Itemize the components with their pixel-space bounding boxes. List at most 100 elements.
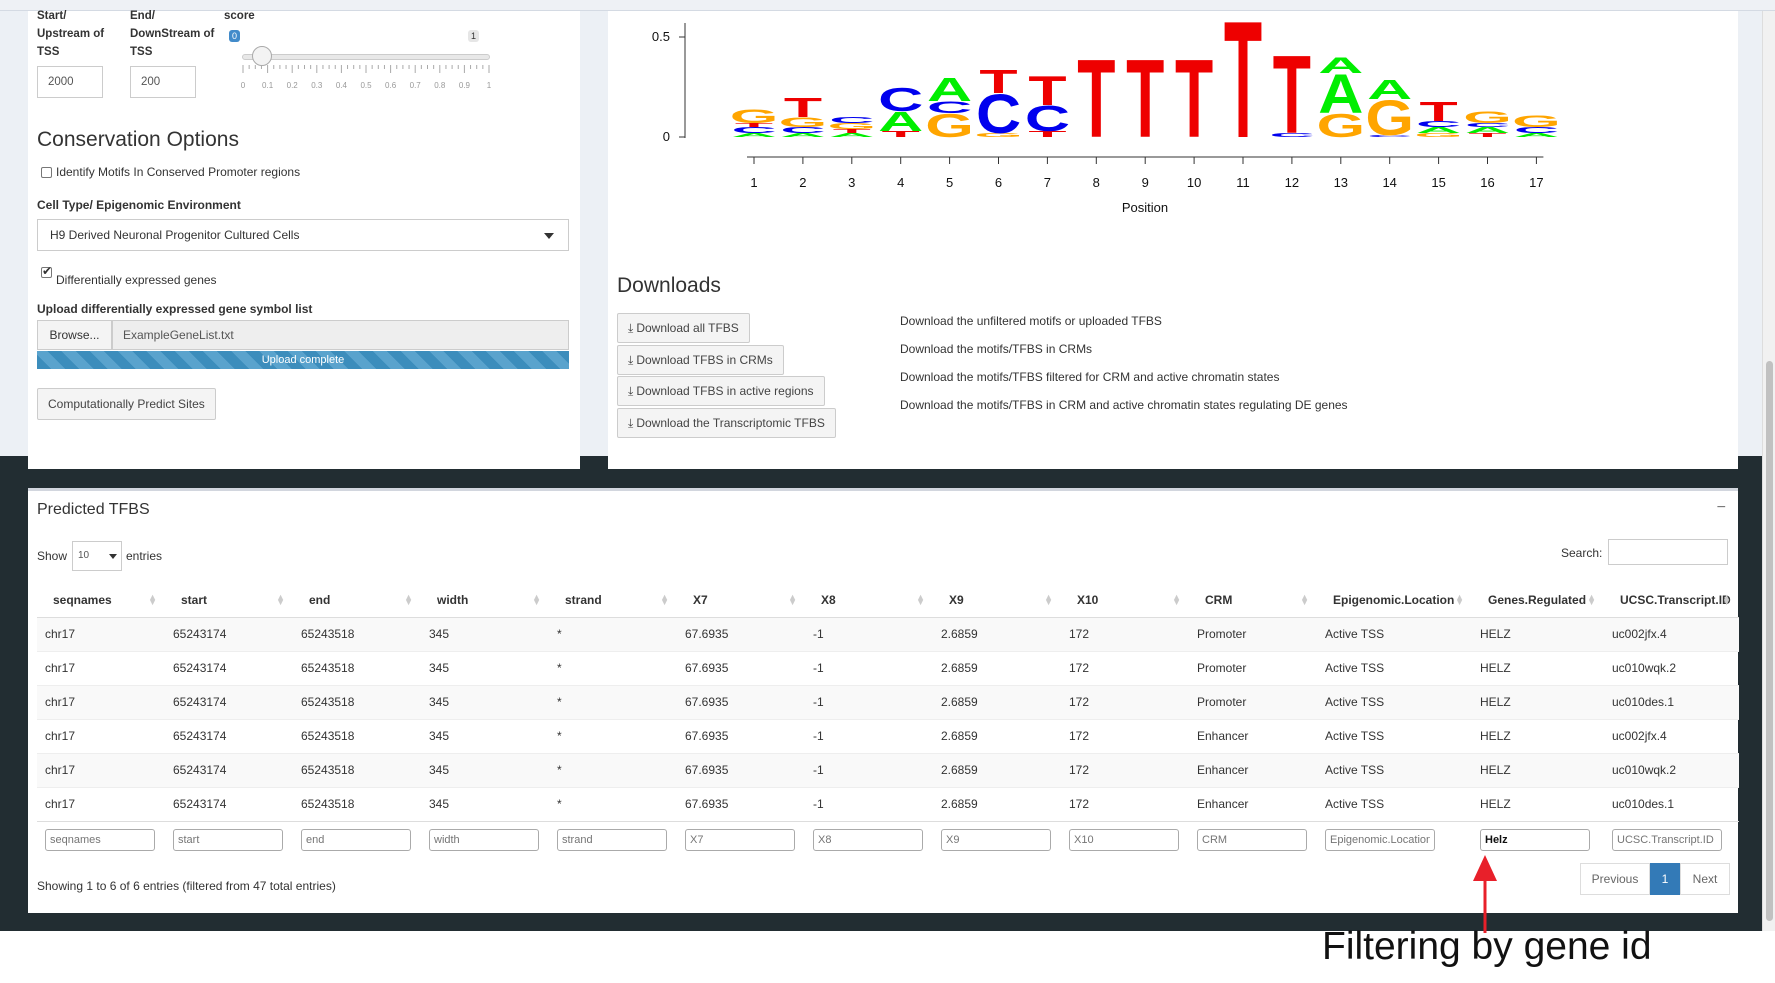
filter-input-x9[interactable]	[941, 829, 1051, 852]
filter-input-strand[interactable]	[557, 829, 667, 852]
download-crm-button[interactable]: ⤓ Download TFBS in CRMs	[617, 345, 784, 375]
column-header-label: CRM	[1205, 592, 1233, 607]
score-slider-track[interactable]	[242, 54, 490, 60]
collapse-icon[interactable]: −	[1716, 499, 1726, 516]
next-page-button[interactable]: Next	[1680, 863, 1730, 895]
logo-letter-glyph: G	[1512, 112, 1561, 131]
table-cell: 65243518	[293, 752, 421, 787]
column-header-label: UCSC.Transcript.ID	[1620, 592, 1731, 607]
filter-input-x10[interactable]	[1069, 829, 1179, 852]
filter-input-crm[interactable]	[1197, 829, 1307, 852]
annotation-arrow	[1473, 855, 1497, 933]
column-header-start[interactable]: start ▲ ▼	[165, 583, 293, 618]
slider-tick-label: 1	[486, 81, 492, 90]
logo-letter-glyph: T	[1028, 68, 1066, 114]
table-row[interactable]: chr17 65243174 65243518 345 * 67.6935 -1 2.6859…	[37, 616, 1739, 651]
column-header-genes-regulated[interactable]: Genes.Regulated ▲ ▼	[1472, 583, 1604, 618]
download-icon: ⤓	[628, 416, 634, 430]
download-all-description: Download the unfiltered motifs or upload…	[900, 314, 1162, 328]
table-cell: 65243518	[293, 786, 421, 821]
end-downstream-input[interactable]: 200	[130, 66, 196, 98]
table-cell: Promoter	[1189, 650, 1317, 685]
predict-sites-button[interactable]: Computationally Predict Sites	[37, 388, 216, 420]
table-cell: Enhancer	[1189, 752, 1317, 787]
logo-letter-T: T	[735, 122, 773, 128]
download-active-button[interactable]: ⤓ Download TFBS in active regions	[617, 376, 825, 406]
logo-letter-glyph: T	[1468, 132, 1506, 138]
end-downstream-label: End/ DownStream of TSS	[130, 10, 215, 58]
de-genes-checkbox[interactable]: ✔	[41, 264, 52, 278]
column-header-x9[interactable]: X9 ▲ ▼	[933, 583, 1061, 618]
table-row[interactable]: chr17 65243174 65243518 345 * 67.6935 -1 2.6859…	[37, 752, 1739, 787]
start-upstream-input[interactable]: 2000	[37, 66, 103, 98]
logo-letter-C: C	[878, 81, 923, 118]
logo-letter-T: T	[784, 92, 823, 123]
de-genes-checkbox-label: Differentially expressed genes	[56, 273, 217, 287]
score-slider-handle[interactable]	[252, 46, 272, 66]
filter-input-width[interactable]	[429, 829, 539, 852]
logo-letter-T: T	[1126, 37, 1164, 161]
table-cell: uc010des.1	[1604, 786, 1739, 821]
table-cell: 67.6935	[677, 616, 805, 651]
page-scrollbar[interactable]	[1762, 11, 1775, 931]
column-header-end[interactable]: end ▲ ▼	[293, 583, 421, 618]
table-row[interactable]: chr17 65243174 65243518 345 * 67.6935 -1 2.6859…	[37, 650, 1739, 685]
score-label: score	[224, 10, 255, 22]
page-1-button[interactable]: 1	[1650, 863, 1680, 895]
scrollbar-thumb[interactable]	[1766, 361, 1773, 921]
filter-input-start[interactable]	[173, 829, 283, 852]
column-header-x7[interactable]: X7 ▲ ▼	[677, 583, 805, 618]
column-header-ucsc-transcript-id[interactable]: UCSC.Transcript.ID ▲ ▼	[1604, 583, 1739, 618]
browse-button[interactable]: Browse...	[37, 320, 112, 350]
table-cell: -1	[805, 616, 933, 651]
logo-letter-A: A	[878, 106, 923, 137]
table-row[interactable]: chr17 65243174 65243518 345 * 67.6935 -1 2.6859…	[37, 718, 1739, 753]
filter-input-epigenomic-location[interactable]	[1325, 829, 1435, 852]
logo-letter-glyph: C	[1025, 98, 1070, 138]
table-cell: 67.6935	[677, 752, 805, 787]
x-tick-label: 14	[1382, 175, 1396, 190]
filter-cell	[677, 820, 805, 859]
sort-icon: ▲ ▼	[1172, 592, 1181, 607]
conserved-checkbox[interactable]	[41, 167, 52, 178]
cell-type-select[interactable]: H9 Derived Neuronal Progenitor Cultured …	[37, 219, 569, 251]
column-header-epigenomic-location[interactable]: Epigenomic.Location ▲ ▼	[1317, 583, 1472, 618]
column-header-x8[interactable]: X8 ▲ ▼	[805, 583, 933, 618]
page-length-select[interactable]: 10	[72, 541, 122, 571]
y-tick-label: 0.5	[652, 29, 670, 44]
filter-input-seqnames[interactable]	[45, 829, 155, 852]
filter-input-genes-regulated[interactable]	[1480, 829, 1590, 852]
previous-page-button[interactable]: Previous	[1580, 863, 1650, 895]
download-all-tfbs-button[interactable]: ⤓ Download all TFBS	[617, 313, 750, 343]
filter-input-ucsc-transcript-id[interactable]	[1612, 829, 1722, 852]
download-transcriptomic-button[interactable]: ⤓ Download the Transcriptomic TFBS	[617, 408, 836, 438]
filter-input-x8[interactable]	[813, 829, 923, 852]
options-panel: Start/ Upstream of TSS 2000 End/ DownStr…	[28, 10, 580, 469]
logo-letter-T: T	[1224, 11, 1262, 173]
filter-cell	[293, 820, 421, 859]
table-cell: 65243518	[293, 718, 421, 753]
search-input[interactable]	[1608, 539, 1728, 565]
filter-input-end[interactable]	[301, 829, 411, 852]
download-crm-label: Download TFBS in CRMs	[636, 353, 773, 367]
table-cell: 345	[421, 718, 549, 753]
file-name-field: ExampleGeneList.txt	[112, 320, 569, 350]
table-row[interactable]: chr17 65243174 65243518 345 * 67.6935 -1 2.6859…	[37, 684, 1739, 719]
x-tick-label: 13	[1334, 175, 1348, 190]
logo-letter-glyph: T	[979, 63, 1018, 100]
table-cell: *	[549, 650, 677, 685]
logo-letter-C: C	[976, 82, 1021, 145]
logo-letter-glyph: C	[731, 126, 776, 135]
column-header-seqnames[interactable]: seqnames ▲ ▼	[37, 583, 165, 618]
column-header-width[interactable]: width ▲ ▼	[421, 583, 549, 618]
table-row[interactable]: chr17 65243174 65243518 345 * 67.6935 -1 2.6859…	[37, 786, 1739, 821]
column-header-crm[interactable]: CRM ▲ ▼	[1189, 583, 1317, 618]
column-header-strand[interactable]: strand ▲ ▼	[549, 583, 677, 618]
table-cell: 67.6935	[677, 684, 805, 719]
sort-icon: ▲ ▼	[1587, 592, 1596, 607]
column-header-x10[interactable]: X10 ▲ ▼	[1061, 583, 1189, 618]
table-cell: 172	[1061, 752, 1189, 787]
filter-input-x7[interactable]	[685, 829, 795, 852]
table-cell: -1	[805, 752, 933, 787]
logo-letter-glyph: T	[1175, 37, 1213, 161]
